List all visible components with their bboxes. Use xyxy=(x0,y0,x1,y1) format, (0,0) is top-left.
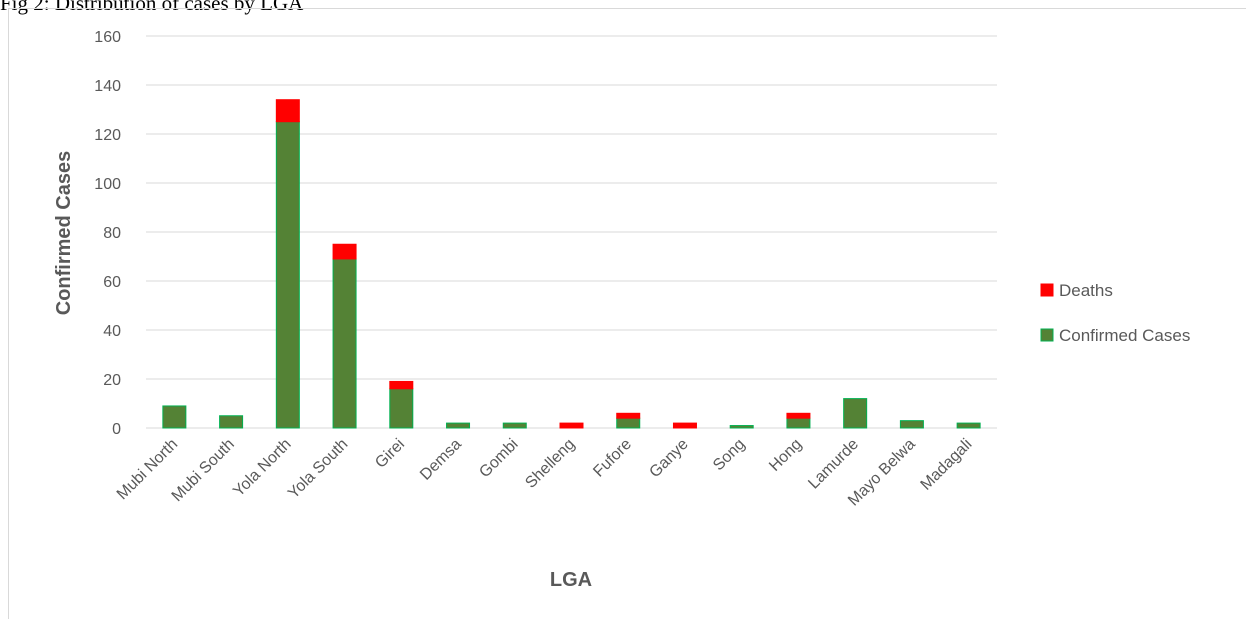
bar-deaths xyxy=(672,422,697,429)
bar-confirmed-cases xyxy=(502,422,527,429)
x-tick-label: Lamurde xyxy=(805,436,862,493)
x-tick-label: Gombi xyxy=(476,436,521,481)
x-tick-label: Demsa xyxy=(417,436,465,484)
x-axis-title: LGA xyxy=(550,569,592,591)
bar-confirmed-cases xyxy=(786,417,811,429)
y-tick-label: 60 xyxy=(103,274,121,291)
x-tick-label: Fufore xyxy=(590,436,635,481)
legend: Deaths Confirmed Cases xyxy=(1040,281,1190,345)
chart-frame xyxy=(8,8,1246,619)
bar-confirmed-cases xyxy=(275,121,300,429)
bar-confirmed-cases xyxy=(956,422,981,429)
bar-confirmed-cases xyxy=(446,422,471,429)
x-tick-label: Yola South xyxy=(285,436,351,502)
bar-deaths xyxy=(275,99,300,123)
bar-confirmed-cases xyxy=(219,415,244,429)
x-tick-label: Hong xyxy=(766,436,805,475)
legend-label: Deaths xyxy=(1059,281,1113,300)
bar-deaths xyxy=(389,380,414,390)
bar-deaths xyxy=(559,422,584,429)
bar-confirmed-cases xyxy=(332,258,357,429)
x-tick-label: Song xyxy=(710,436,748,474)
y-tick-label: 40 xyxy=(103,323,121,340)
legend-label: Confirmed Cases xyxy=(1059,326,1190,345)
bar-confirmed-cases xyxy=(729,425,754,429)
legend-swatch xyxy=(1040,328,1054,342)
bar-confirmed-cases xyxy=(616,417,641,429)
bar-deaths xyxy=(786,412,811,419)
bar-confirmed-cases xyxy=(899,420,924,429)
bar-confirmed-cases xyxy=(389,388,414,429)
bars xyxy=(162,99,981,429)
y-tick-label: 160 xyxy=(94,29,121,46)
y-axis-title: Confirmed Cases xyxy=(53,151,75,316)
y-tick-label: 80 xyxy=(103,225,121,242)
y-tick-label: 20 xyxy=(103,372,121,389)
bar-deaths xyxy=(332,243,357,260)
figure-caption: Fig 2: Distribution of cases by LGA xyxy=(0,0,304,15)
gridlines xyxy=(146,35,997,429)
y-tick-label: 100 xyxy=(94,176,121,193)
x-tick-label: Madagali xyxy=(918,436,976,494)
bar-confirmed-cases xyxy=(843,398,868,429)
y-tick-label: 120 xyxy=(94,127,121,144)
y-tick-label: 0 xyxy=(112,421,121,438)
bar-confirmed-cases xyxy=(162,405,187,429)
x-tick-label: Ganye xyxy=(646,436,691,481)
x-tick-label: Girei xyxy=(372,436,408,472)
legend-swatch xyxy=(1040,283,1054,297)
y-tick-labels: 0 20 40 60 80 100 120 140 160 xyxy=(94,29,121,438)
bar-deaths xyxy=(616,412,641,419)
x-tick-label: Shelleng xyxy=(522,436,578,492)
y-tick-label: 140 xyxy=(94,78,121,95)
